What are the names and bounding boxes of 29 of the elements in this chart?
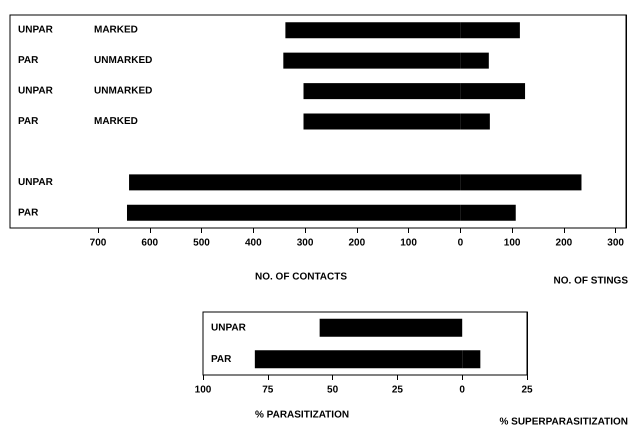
- x-axis-title: NO. OF CONTACTS: [255, 272, 348, 282]
- x-tick-label: 100: [504, 238, 521, 248]
- x-tick-label: 100: [194, 384, 212, 396]
- x-tick-label: 600: [141, 238, 159, 248]
- x-tick-label: 0: [458, 238, 464, 248]
- x-tick-label: 500: [193, 238, 210, 248]
- x-tick-label: 400: [244, 238, 262, 248]
- y-tick-label: PAR: [211, 354, 232, 365]
- x-tick-label: 50: [327, 384, 339, 396]
- x-tick-label: 75: [262, 384, 274, 396]
- x-tick-label: 200: [556, 238, 573, 248]
- y-tick-label: PAR: [18, 207, 40, 218]
- y-tick-label: UNPAR: [211, 322, 247, 334]
- category-label: PAR MARKED: [18, 116, 138, 127]
- x-tick-label: 0: [459, 384, 466, 396]
- x-tick-label: 200: [348, 238, 366, 248]
- text: % SUPERPARASITIZATION: [499, 416, 628, 428]
- x-tick-label: 700: [90, 238, 107, 248]
- x-tick-label: 100: [400, 238, 418, 248]
- x-tick-label: 300: [296, 238, 314, 248]
- x-tick-label: 300: [607, 238, 624, 248]
- text: NO. OF STINGS: [554, 276, 628, 286]
- x-axis-title: % PARASITIZATION: [255, 410, 350, 420]
- y-tick-label: UNPAR: [18, 176, 54, 188]
- category-label: PAR UNMARKED: [18, 55, 152, 66]
- x-tick-label: 25: [521, 384, 533, 396]
- category-label: UNPAR MARKED: [18, 24, 138, 36]
- x-tick-label: 25: [392, 384, 404, 396]
- category-label: UNPAR UNMARKED: [18, 86, 152, 97]
